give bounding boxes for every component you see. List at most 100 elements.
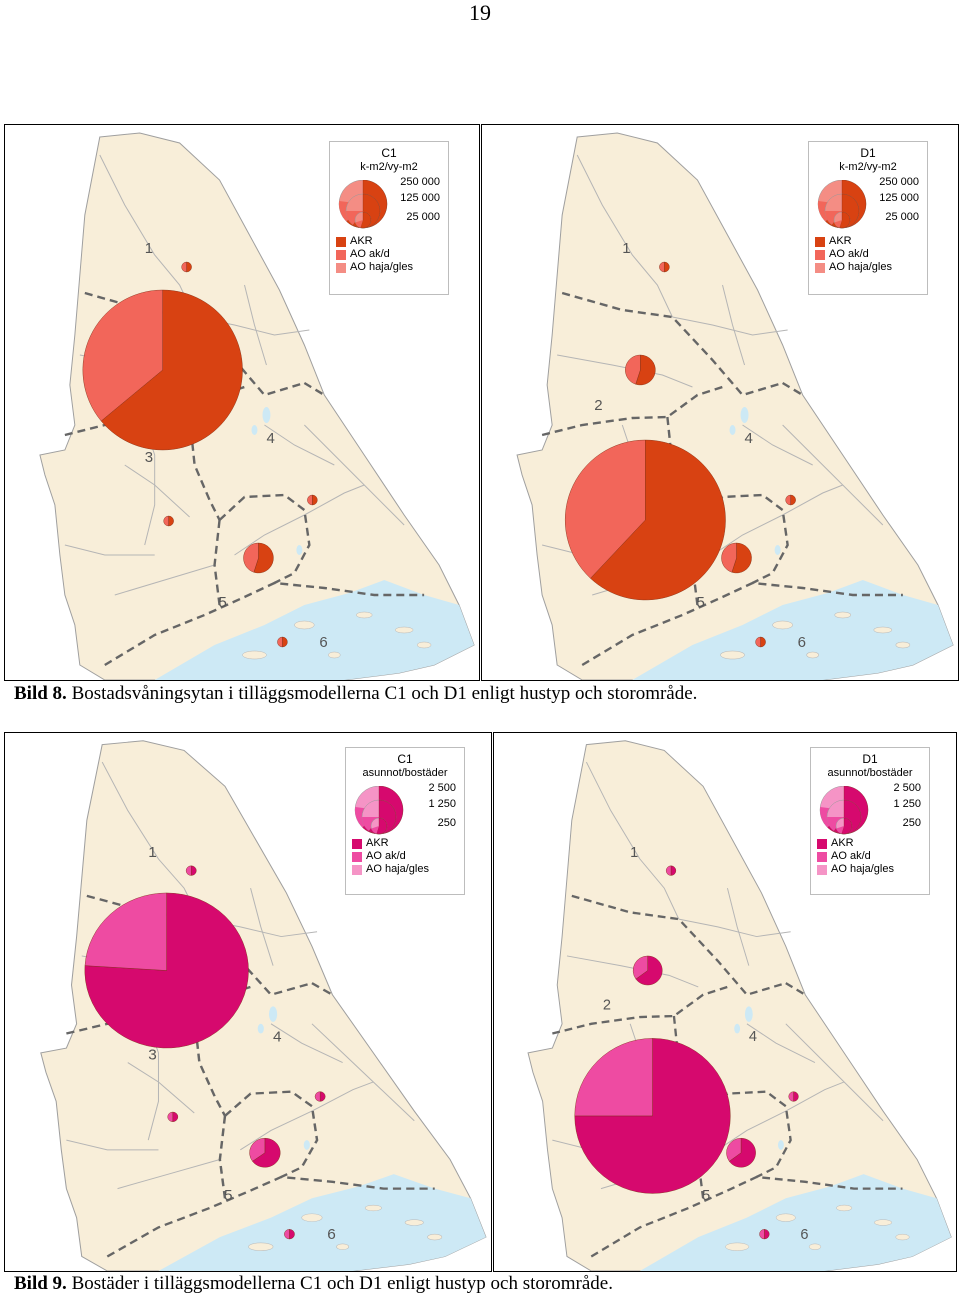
pie-slice xyxy=(289,1229,295,1240)
pie-slice xyxy=(760,636,766,648)
figure-caption-text: Bostäder i tilläggsmodellerna C1 och D1 … xyxy=(71,1273,613,1294)
island xyxy=(772,620,793,630)
legend-item: AKR xyxy=(831,837,854,849)
pie-chart xyxy=(163,515,174,527)
legend-item: AKR xyxy=(829,235,852,247)
island xyxy=(836,1204,853,1212)
area-label: 3 xyxy=(145,449,153,466)
map-legend: C1 k-m2/vy-m2 250 000 125 000 25 000 AKR AO ak… xyxy=(329,141,449,295)
legend-item: AO ak/d xyxy=(366,850,406,862)
pie-slice xyxy=(759,1229,765,1240)
pie-slice xyxy=(185,865,192,876)
lake xyxy=(303,1140,310,1150)
pie-chart xyxy=(84,892,249,1049)
map-svg: 123456 xyxy=(516,132,954,680)
legend-item: AO haja/gles xyxy=(366,863,429,875)
island xyxy=(720,650,745,660)
legend-swatch xyxy=(352,839,362,849)
area-label: 5 xyxy=(219,594,227,611)
legend-item: AO haja/gles xyxy=(350,261,413,273)
island xyxy=(874,1219,893,1226)
legend-item: AKR xyxy=(350,235,373,247)
pie-slice xyxy=(181,261,187,273)
map-legend: D1 k-m2/vy-m2 250 000 125 000 25 000 AKR AO ak… xyxy=(808,141,928,295)
pie-slice xyxy=(635,955,663,986)
pie-slice xyxy=(191,865,197,876)
area-label: 4 xyxy=(749,1029,757,1045)
island xyxy=(301,1213,323,1222)
pie-chart xyxy=(185,865,197,876)
area-label: 6 xyxy=(319,634,327,651)
area-label: 6 xyxy=(798,634,806,651)
area-label: 1 xyxy=(148,844,157,861)
road-line xyxy=(782,424,884,526)
area-boundary xyxy=(552,985,728,1035)
map-svg: 123456 xyxy=(40,740,487,1271)
legend-title: C1 xyxy=(397,752,413,766)
pie-slice xyxy=(590,439,726,601)
island xyxy=(427,1233,443,1241)
sea-area xyxy=(639,1174,952,1271)
pie-chart xyxy=(632,955,663,986)
area-label: 1 xyxy=(630,845,638,861)
map-svg: 123456 xyxy=(527,740,952,1271)
pie-slice xyxy=(788,1091,794,1102)
island xyxy=(808,1243,822,1250)
lake xyxy=(257,1023,264,1034)
legend-swatch xyxy=(352,865,362,875)
area-label: 5 xyxy=(696,594,704,611)
legend-size-label: 25 000 xyxy=(406,211,440,223)
road-line xyxy=(64,544,155,556)
pie-slice xyxy=(277,636,283,648)
figure-caption-text: Bostadsvåningsytan i tilläggsmodellerna … xyxy=(71,683,698,704)
legend-swatch xyxy=(352,852,362,862)
area-label: 5 xyxy=(224,1188,233,1205)
road-line xyxy=(304,424,405,526)
sea-area xyxy=(154,580,475,680)
legend-size-symbol xyxy=(819,786,869,835)
pie-slice xyxy=(726,1138,742,1162)
pie-slice xyxy=(282,636,288,648)
pie-slice xyxy=(728,1138,756,1168)
area-label: 6 xyxy=(327,1226,336,1243)
pie-slice xyxy=(253,542,274,574)
area-boundary xyxy=(702,1090,792,1179)
area-label: 2 xyxy=(603,997,611,1013)
area-label: 2 xyxy=(594,397,602,414)
legend-unit: asunnot/bostäder xyxy=(827,767,913,779)
legend-size-label: 1 250 xyxy=(428,798,456,810)
pie-slice xyxy=(574,1038,653,1117)
pie-chart xyxy=(721,542,752,574)
pie-chart xyxy=(625,354,656,386)
pie-slice xyxy=(574,1038,731,1194)
legend-swatch xyxy=(336,237,346,247)
area-boundary xyxy=(571,894,787,997)
pie-slice xyxy=(755,636,761,648)
road-line xyxy=(726,887,750,966)
road-line xyxy=(244,284,267,366)
road-line xyxy=(785,1023,884,1122)
legend-item: AO haja/gles xyxy=(831,863,894,875)
island xyxy=(294,620,315,630)
pie-slice xyxy=(632,955,648,980)
pie-slice xyxy=(84,892,167,971)
pie-slice xyxy=(635,354,656,386)
pie-chart xyxy=(564,439,726,601)
pie-chart xyxy=(788,1091,799,1102)
area-boundary xyxy=(218,1115,227,1199)
island xyxy=(248,1242,274,1251)
legend-size-label: 250 000 xyxy=(879,176,919,188)
pie-chart xyxy=(666,865,677,876)
pie-slice xyxy=(664,261,670,273)
map-legend: D1 asunnot/bostäder 2 500 1 250 250 AKR AO ak/… xyxy=(810,747,930,895)
road-line xyxy=(250,887,274,966)
lake xyxy=(740,407,749,423)
legend-size-label: 250 xyxy=(902,817,921,829)
lake xyxy=(251,425,258,435)
road-line xyxy=(722,284,746,366)
area-boundary xyxy=(785,982,806,996)
legend-item: AO ak/d xyxy=(350,248,390,260)
map-legend: C1 asunnot/bostäder 2 500 1 250 250 AKR AO ak/… xyxy=(345,747,465,895)
